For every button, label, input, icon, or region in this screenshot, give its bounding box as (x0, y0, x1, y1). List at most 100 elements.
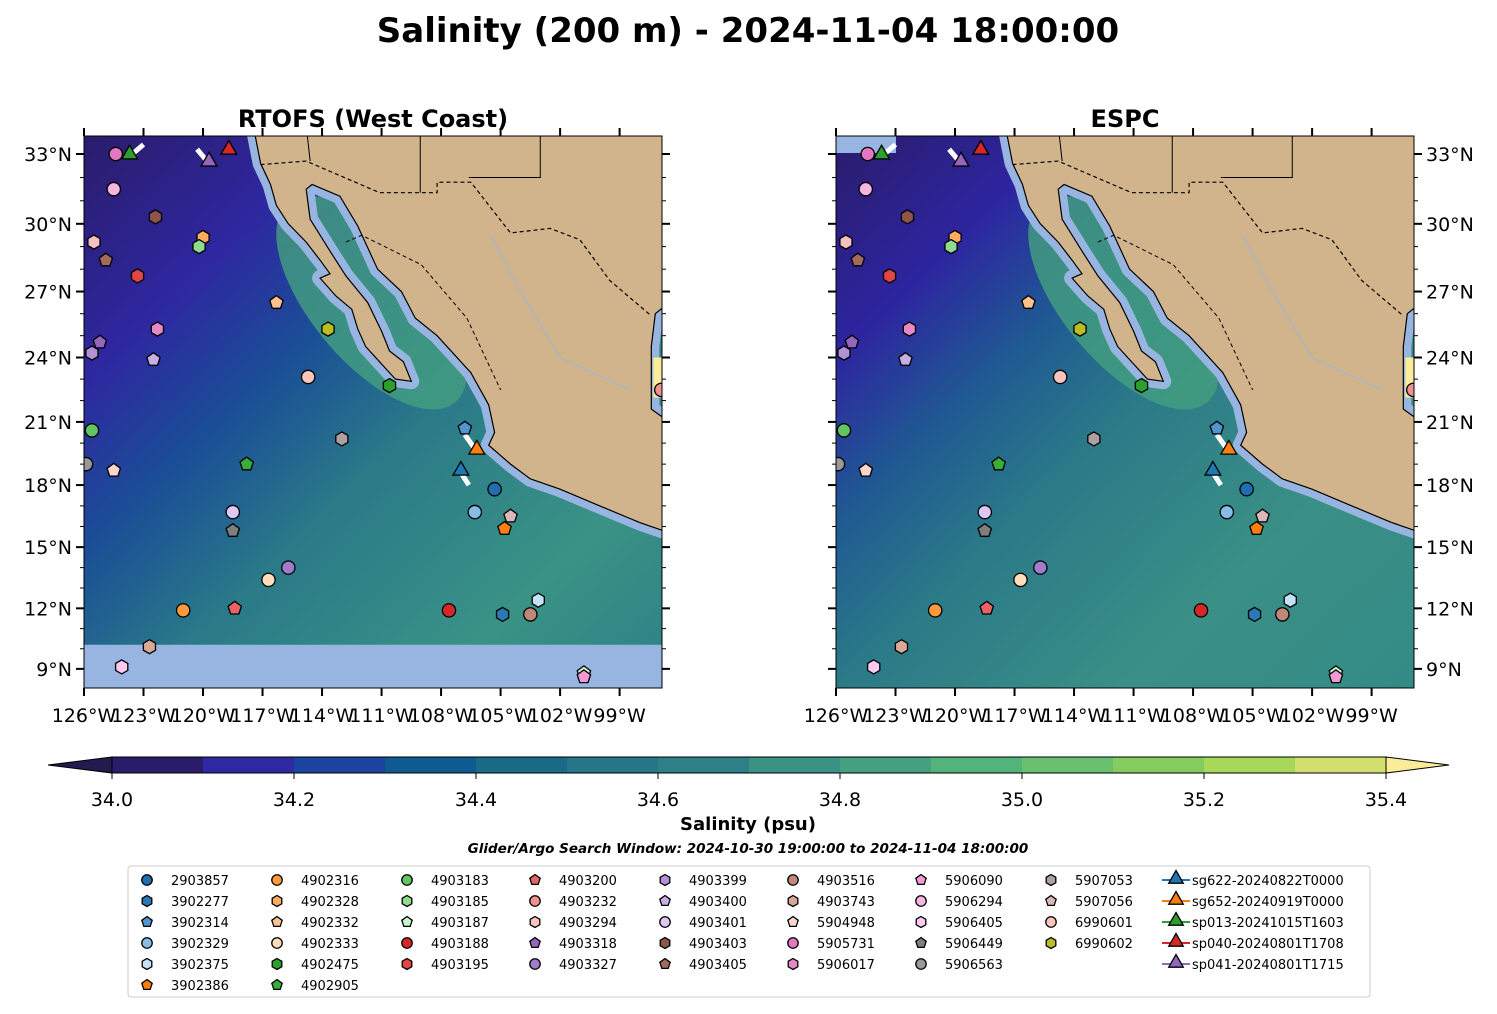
float-5906449 (225, 522, 241, 537)
glider-sg622 (451, 460, 470, 476)
panel-title-espc: ESPC (1091, 105, 1160, 133)
float-4903400 (898, 351, 913, 366)
state-border (306, 136, 311, 162)
country-border (1012, 160, 1404, 317)
legend-marker-4903200 (529, 873, 541, 886)
legend-marker-4903294 (529, 915, 541, 929)
legend-marker-sp041 (1167, 953, 1185, 968)
legend-marker-4903399 (659, 873, 671, 887)
lon-tick-label: 123°W (111, 705, 176, 727)
legend-label: 5906090 (945, 874, 1003, 889)
axes-frame (83, 135, 663, 689)
colorbar-over-extension (1385, 756, 1450, 774)
colorbar-frame (111, 756, 1387, 774)
legend-marker-3902375 (141, 957, 153, 971)
float-4903232 (1405, 382, 1414, 398)
float-5907056 (1255, 508, 1270, 523)
colorbar-tick-label: 35.2 (1183, 789, 1225, 811)
float-4903195 (882, 268, 897, 284)
colorbar-bin (1204, 757, 1296, 773)
float-3902386 (497, 520, 512, 535)
float-4902316 (175, 603, 191, 618)
state-border (1220, 136, 1293, 179)
lat-tick-label: 18°N (24, 475, 72, 497)
float-5906090 (576, 669, 592, 684)
float-5906563 (84, 456, 94, 472)
colorbar-tick-label: 34.2 (273, 789, 315, 811)
lat-tick-label: 15°N (24, 537, 72, 559)
glider-sp041 (199, 150, 219, 167)
colorbar-tick-label: 34.0 (91, 789, 133, 811)
lat-tick-label: 15°N (1426, 537, 1474, 559)
lat-tick-label: 9°N (1426, 659, 1462, 681)
float-3902375 (1283, 592, 1297, 608)
colorbar-bin (476, 757, 568, 773)
float-5907053 (1087, 431, 1101, 447)
float-4903327 (281, 560, 296, 575)
river (1242, 235, 1382, 391)
legend-marker-6990601 (1045, 916, 1057, 928)
lat-tick-label: 30°N (24, 214, 72, 236)
lat-tick-label: 18°N (1426, 475, 1474, 497)
float-5906294 (858, 181, 874, 197)
lon-tick-label: 126°W (52, 705, 117, 727)
legend-marker-4903743 (787, 894, 799, 908)
legend-label: 4903401 (689, 916, 747, 931)
float-3902386 (1249, 520, 1264, 535)
lon-tick-label: 108°W (1161, 705, 1226, 727)
legend-label: 4903232 (559, 895, 617, 910)
colorbar-bin (658, 757, 750, 773)
legend-marker-4902333 (271, 937, 283, 949)
search-window-text: Glider/Argo Search Window: 2024-10-30 19… (468, 841, 1029, 857)
river (490, 235, 630, 391)
float-4903318 (92, 334, 108, 349)
lat-tick-label: 9°N (36, 659, 72, 681)
legend-label: sp041-20240801T1715 (1192, 958, 1344, 973)
glider-sp041 (951, 150, 971, 167)
legend-marker-5905731 (787, 937, 799, 949)
float-4903399 (85, 345, 99, 361)
colorbar-bin (112, 757, 204, 773)
lon-tick-label: 99°W (1345, 705, 1398, 727)
float-4903195 (130, 268, 145, 284)
legend-label: 5906294 (945, 895, 1003, 910)
legend-label: 4903195 (431, 958, 489, 973)
lat-tick-label: 21°N (1426, 412, 1474, 434)
float-4903188 (441, 603, 457, 618)
legend-marker-3902329 (141, 937, 153, 949)
legend-label: 4902905 (301, 979, 359, 994)
lon-tick-label: 120°W (923, 705, 988, 727)
legend-marker-2903857 (141, 874, 153, 886)
float-4903188 (1193, 603, 1209, 618)
legend-label: 4902328 (301, 895, 359, 910)
float-4903400 (146, 351, 161, 366)
legend-label: 3902314 (171, 916, 229, 931)
float-3902277 (495, 606, 510, 623)
glider-sp013 (120, 144, 139, 160)
lat-tick-label: 12°N (24, 598, 72, 620)
legend-label: 4903403 (689, 937, 747, 952)
lat-tick-label: 33°N (24, 144, 72, 166)
legend-label: 4903516 (817, 874, 875, 889)
legend-label: 3902375 (171, 958, 229, 973)
legend-marker-5906090 (915, 873, 927, 886)
lat-tick-label: 30°N (1426, 214, 1474, 236)
float-4902332 (269, 294, 284, 309)
legend-label: 4902316 (301, 874, 359, 889)
legend-marker-3902314 (141, 915, 153, 928)
float-4902332 (1021, 294, 1036, 309)
float-5906294 (106, 181, 122, 197)
float-6990601 (300, 369, 316, 385)
map-area (836, 136, 1414, 688)
country-border (260, 160, 652, 317)
legend-label: 3902329 (171, 937, 229, 952)
map-panel-rtofs: 126°W123°W120°W117°W114°W111°W108°W105°W… (24, 128, 670, 727)
legend-marker-4903405 (659, 957, 671, 970)
map-panel-espc: 126°W123°W120°W117°W114°W111°W108°W105°W… (804, 128, 1474, 727)
legend-marker-5906563 (915, 958, 927, 970)
lon-tick-label: 117°W (982, 705, 1047, 727)
float-6990601 (1052, 369, 1068, 385)
legend-marker-3902386 (141, 978, 153, 991)
legend-label: 4903327 (559, 958, 617, 973)
float-3902314 (1209, 420, 1225, 435)
